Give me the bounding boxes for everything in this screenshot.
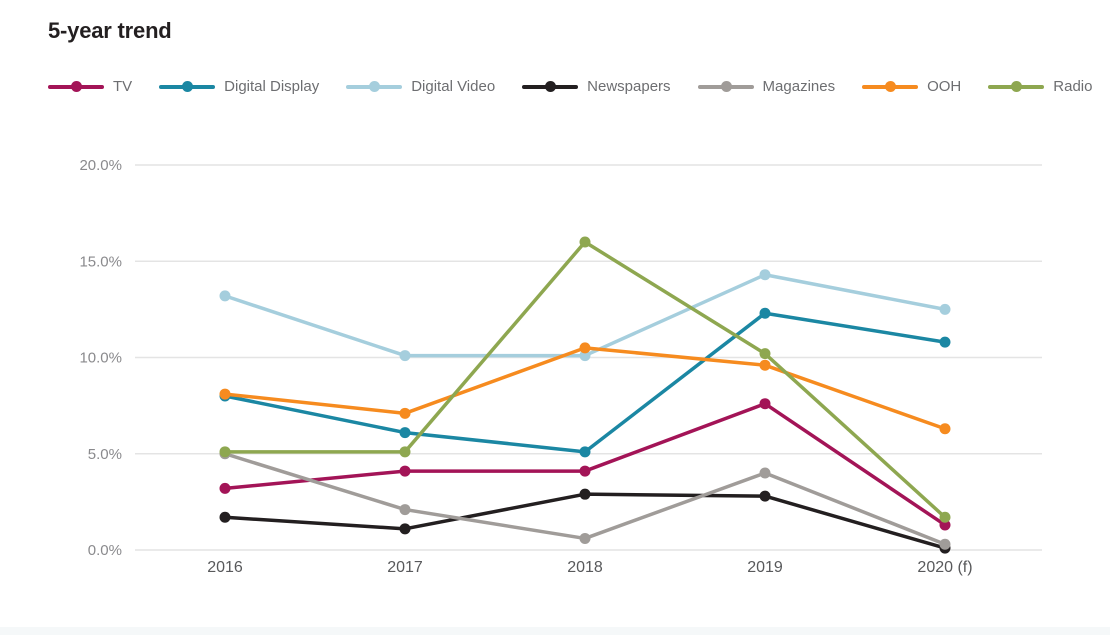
legend-label: Radio xyxy=(1053,78,1093,95)
data-point-digital-video xyxy=(759,269,771,281)
x-axis-tick-label: 2020 (f) xyxy=(917,559,972,576)
data-point-magazines xyxy=(939,538,951,550)
legend-marker-icon xyxy=(346,81,403,93)
legend-marker-icon xyxy=(48,81,104,93)
data-point-radio xyxy=(939,511,951,523)
y-axis-tick-label: 20.0% xyxy=(79,157,122,174)
chart-title: 5-year trend xyxy=(48,18,172,43)
series-line-tv xyxy=(223,401,947,527)
data-point-ooh xyxy=(219,388,231,400)
legend-item-digital-video: Digital Video xyxy=(346,78,495,95)
trend-chart: 20.0% 15.0% 10.0% 5.0% 0.0% 2016 2017 2018 2019 2… xyxy=(0,130,1110,600)
chart-legend: TV Digital Display Digital Video Newspapers… xyxy=(48,78,1092,95)
data-point-digital-display xyxy=(579,446,591,458)
data-point-digital-display xyxy=(759,307,771,319)
y-axis-tick-label: 10.0% xyxy=(79,350,122,367)
x-axis-tick-label: 2016 xyxy=(207,559,243,576)
y-axis-tick-label: 0.0% xyxy=(88,542,122,559)
data-point-magazines xyxy=(399,504,411,516)
legend-label: TV xyxy=(113,78,133,95)
x-axis-tick-label: 2017 xyxy=(387,559,423,576)
legend-label: Digital Video xyxy=(411,78,496,95)
x-axis-tick-label: 2018 xyxy=(567,559,603,576)
x-axis-tick-label: 2019 xyxy=(747,559,783,576)
legend-marker-icon xyxy=(522,81,579,93)
y-axis-tick-label: 15.0% xyxy=(79,253,122,270)
legend-label: Magazines xyxy=(762,78,836,95)
data-point-ooh xyxy=(579,342,591,354)
data-point-ooh xyxy=(759,359,771,371)
legend-marker-icon xyxy=(862,81,919,93)
legend-marker-icon xyxy=(159,81,216,93)
data-point-radio xyxy=(399,446,411,458)
data-point-ooh xyxy=(939,423,951,435)
data-point-ooh xyxy=(399,407,411,419)
data-point-radio xyxy=(759,348,771,360)
legend-item-newspapers: Newspapers xyxy=(522,78,671,95)
data-point-magazines xyxy=(759,467,771,479)
data-point-digital-video xyxy=(939,303,951,315)
data-point-digital-video xyxy=(219,290,231,302)
data-point-digital-video xyxy=(579,350,591,362)
data-point-digital-display xyxy=(939,336,951,348)
data-point-tv xyxy=(399,465,411,477)
legend-item-digital-display: Digital Display xyxy=(159,78,319,95)
data-point-tv xyxy=(939,519,951,531)
bottom-strip xyxy=(0,627,1110,635)
legend-label: OOH xyxy=(927,78,962,95)
data-point-tv xyxy=(219,482,231,494)
y-axis-tick-label: 5.0% xyxy=(88,446,122,463)
data-point-radio xyxy=(579,236,591,248)
legend-item-ooh: OOH xyxy=(862,78,961,95)
legend-item-radio: Radio xyxy=(988,78,1092,95)
data-point-newspapers xyxy=(579,488,591,500)
data-point-newspapers xyxy=(219,511,231,523)
legend-marker-icon xyxy=(988,81,1045,93)
data-point-digital-video xyxy=(399,350,411,362)
series-line-digital-display xyxy=(223,311,947,454)
data-point-tv xyxy=(759,398,771,410)
data-point-newspapers xyxy=(759,490,771,502)
legend-item-magazines: Magazines xyxy=(697,78,836,95)
data-point-digital-display xyxy=(399,427,411,439)
legend-marker-icon xyxy=(697,81,754,93)
data-point-newspapers xyxy=(399,523,411,535)
data-point-tv xyxy=(579,465,591,477)
legend-label: Newspapers xyxy=(587,78,671,95)
data-point-magazines xyxy=(579,532,591,544)
legend-item-tv: TV xyxy=(48,78,132,95)
line-chart-canvas: 20.0% 15.0% 10.0% 5.0% 0.0% 2016 2017 2018 2019 2… xyxy=(79,157,1042,576)
data-point-radio xyxy=(219,446,231,458)
legend-label: Digital Display xyxy=(224,78,320,95)
